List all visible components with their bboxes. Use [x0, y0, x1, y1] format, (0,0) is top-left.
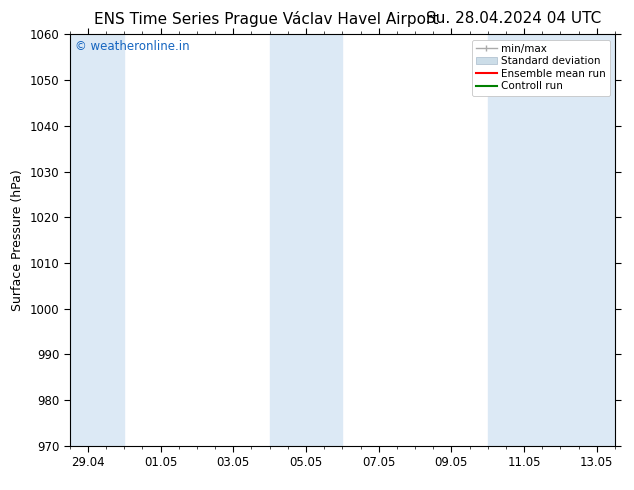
Legend: min/max, Standard deviation, Ensemble mean run, Controll run: min/max, Standard deviation, Ensemble me… — [472, 40, 610, 96]
Y-axis label: Surface Pressure (hPa): Surface Pressure (hPa) — [11, 169, 24, 311]
Text: © weatheronline.in: © weatheronline.in — [75, 41, 190, 53]
Text: ENS Time Series Prague Václav Havel Airport: ENS Time Series Prague Václav Havel Airp… — [94, 11, 439, 27]
Bar — [70, 34, 124, 446]
Bar — [269, 34, 342, 446]
Text: Su. 28.04.2024 04 UTC: Su. 28.04.2024 04 UTC — [426, 11, 601, 26]
Bar — [488, 34, 615, 446]
